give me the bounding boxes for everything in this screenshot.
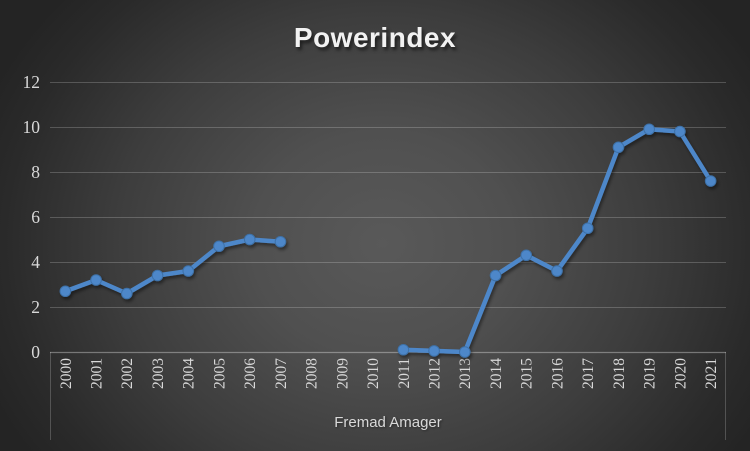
data-point-2015: [520, 249, 533, 262]
data-point-2005: [213, 240, 225, 253]
x-tick-label: 2003: [150, 358, 167, 389]
y-tick-label: 4: [31, 252, 40, 272]
x-axis-title: Fremad Amager: [334, 414, 442, 431]
x-tick-label: 2004: [181, 358, 198, 389]
x-tick-label: 2000: [58, 358, 75, 389]
x-tick-label: 2007: [273, 358, 290, 389]
y-tick-label: 2: [31, 297, 40, 317]
series-line: [401, 127, 713, 355]
series-fremad-amager: [59, 123, 717, 358]
x-tick-label: 2002: [119, 358, 136, 389]
data-point-2018: [612, 141, 625, 154]
data-point-2013: [459, 346, 471, 358]
x-tick-label: 2019: [642, 358, 659, 389]
x-tick-label: 2018: [611, 358, 628, 389]
x-tick-label: 2020: [672, 358, 689, 389]
data-point-2014: [489, 269, 502, 282]
data-point-2020: [674, 125, 686, 138]
data-point-2002: [121, 287, 133, 300]
data-point-2019: [643, 123, 655, 136]
x-tick-label: 2006: [242, 358, 259, 389]
x-tick-label: 2008: [304, 358, 321, 389]
x-tick-label: 2021: [703, 358, 720, 389]
x-tick-label: 2001: [89, 358, 106, 389]
y-tick-label: 12: [23, 72, 41, 92]
y-tick-label: 0: [31, 342, 40, 362]
data-point-2000: [59, 285, 72, 298]
data-point-2006: [243, 233, 256, 246]
data-point-2001: [90, 274, 102, 286]
data-point-2012: [428, 345, 440, 357]
x-tick-label: 2014: [488, 358, 505, 389]
x-tick-label: 2016: [549, 358, 566, 389]
data-point-2007: [274, 235, 287, 248]
data-point-2011: [397, 343, 410, 356]
y-tick-label: 10: [23, 117, 41, 137]
y-tick-label: 8: [31, 162, 40, 182]
data-point-2021: [704, 175, 717, 187]
x-tick-label: 2017: [580, 358, 597, 389]
x-tick-label: 2015: [519, 358, 536, 389]
x-tick-label: 2011: [396, 358, 413, 388]
x-tick-label: 2013: [457, 358, 474, 389]
x-tick-label: 2010: [365, 358, 382, 389]
x-tick-label: 2012: [427, 358, 444, 389]
data-point-2016: [551, 265, 563, 277]
data-point-2017: [581, 222, 594, 235]
y-tick-label: 6: [31, 207, 40, 227]
data-point-2004: [182, 265, 195, 277]
data-point-2003: [151, 269, 164, 282]
chart-title: Powerindex: [293, 22, 457, 53]
x-tick-label: 2005: [211, 358, 228, 389]
x-tick-label: 2009: [334, 358, 351, 389]
